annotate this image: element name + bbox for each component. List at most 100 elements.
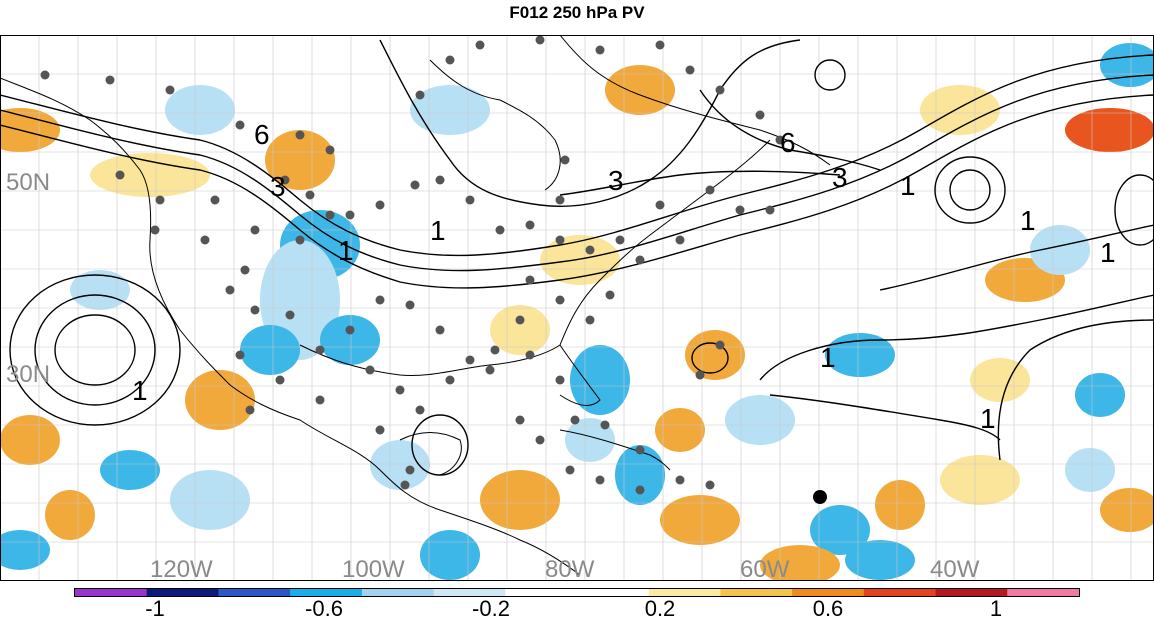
contour-label: 3 [270, 171, 286, 202]
station-dot [555, 375, 565, 385]
station-dot [375, 200, 385, 210]
pv-anomaly-patch [410, 85, 490, 135]
pv-anomaly-patch [725, 395, 795, 445]
contour-line [54, 314, 136, 386]
contour-line [691, 342, 729, 374]
contour-line [759, 294, 1154, 381]
colorbar-bin [218, 589, 291, 596]
station-dot [295, 235, 305, 245]
pv-anomaly-patch [70, 270, 130, 310]
colorbar: -1 -0.6 -0.2 0.2 0.6 1 [74, 588, 1080, 619]
pv-anomaly-patch [875, 480, 925, 530]
station-dot [155, 195, 165, 205]
station-dot [345, 325, 355, 335]
colorbar-tick-label: -0.6 [305, 596, 343, 619]
station-dot [375, 295, 385, 305]
station-dot [315, 345, 325, 355]
station-dot [585, 315, 595, 325]
colorbar-bin [863, 589, 937, 596]
colorbar-bin [648, 589, 721, 596]
pv-anomaly-patch [845, 540, 915, 580]
station-dot [675, 475, 685, 485]
pv-anomaly-patch [1100, 488, 1154, 532]
station-dot [535, 35, 545, 45]
cuba [559, 429, 671, 471]
grid-label-layer: 50N 30N 120W 100W 80W 60W 40W [6, 169, 980, 583]
contour-line [0, 54, 1154, 257]
station-dot [225, 285, 235, 295]
station-dot [525, 220, 535, 230]
east-coast [559, 139, 771, 346]
contour-line [879, 224, 1154, 291]
latitude-label: 30N [6, 361, 50, 388]
station-dot [235, 120, 245, 130]
station-dot [490, 345, 500, 355]
station-dot [200, 235, 210, 245]
pv-anomaly-patch [655, 408, 705, 452]
pv-anomaly-patch [825, 333, 895, 377]
contour-label: 3 [608, 165, 624, 196]
station-dot [345, 210, 355, 220]
station-dot [250, 225, 260, 235]
pv-contours [0, 39, 1154, 476]
station-dot [535, 435, 545, 445]
station-dot [585, 245, 595, 255]
station-dot [555, 295, 565, 305]
contour-line [934, 156, 1006, 224]
colorbar-bin [577, 589, 650, 596]
contour-label: 1 [1100, 237, 1116, 268]
station-dot [525, 275, 535, 285]
station-dot [325, 145, 335, 155]
colorbar-bin [505, 589, 578, 596]
station-dot [325, 210, 335, 220]
contour-line [559, 170, 841, 196]
contour-label: 1 [430, 215, 446, 246]
colorbar-bin [433, 589, 506, 596]
contour-line [699, 89, 881, 171]
station-dot [485, 365, 495, 375]
station-dot [675, 235, 685, 245]
station-dot [375, 425, 385, 435]
station-dot [570, 415, 580, 425]
colorbar-tick-label: -0.2 [472, 596, 510, 619]
contour-label: 6 [780, 127, 796, 158]
lat-lon-grid [0, 35, 1154, 581]
hudson-bay [429, 59, 561, 191]
station-dot [210, 195, 220, 205]
station-dot [250, 305, 260, 315]
longitude-label: 80W [545, 556, 595, 583]
station-dot [465, 195, 475, 205]
pv-anomaly-patch [660, 495, 740, 545]
station-dot [445, 55, 455, 65]
station-dot [765, 205, 775, 215]
pv-anomaly-patch [685, 330, 745, 380]
station-dot [40, 70, 50, 80]
contour-line [769, 394, 1001, 441]
pv-anomaly-patch [1065, 108, 1154, 152]
pv-anomaly-patch [970, 358, 1030, 402]
colorbar-bin [720, 589, 793, 596]
station-dot [560, 155, 570, 165]
station-dot [445, 375, 455, 385]
station-dot [655, 40, 665, 50]
station-dot [495, 225, 505, 235]
contour-label-layer: 6 3 1 1 3 3 6 1 1 1 1 1 1 [132, 119, 1116, 434]
station-dot [600, 420, 610, 430]
station-dot [685, 65, 695, 75]
colorbar-bin [290, 589, 363, 596]
pv-anomaly-patch [605, 65, 675, 115]
station-dot [305, 190, 315, 200]
pv-anomaly-patch [0, 415, 60, 465]
station-dot [365, 365, 375, 375]
station-dot [475, 40, 485, 50]
pv-anomaly-patch [370, 440, 430, 490]
station-dot [315, 395, 325, 405]
pv-anomaly-patch [420, 530, 480, 580]
pv-anomaly-patch [90, 153, 210, 197]
pv-anomaly-patch [810, 505, 870, 555]
station-dot [595, 45, 605, 55]
contour-line [9, 274, 181, 426]
contour-line [379, 39, 801, 207]
